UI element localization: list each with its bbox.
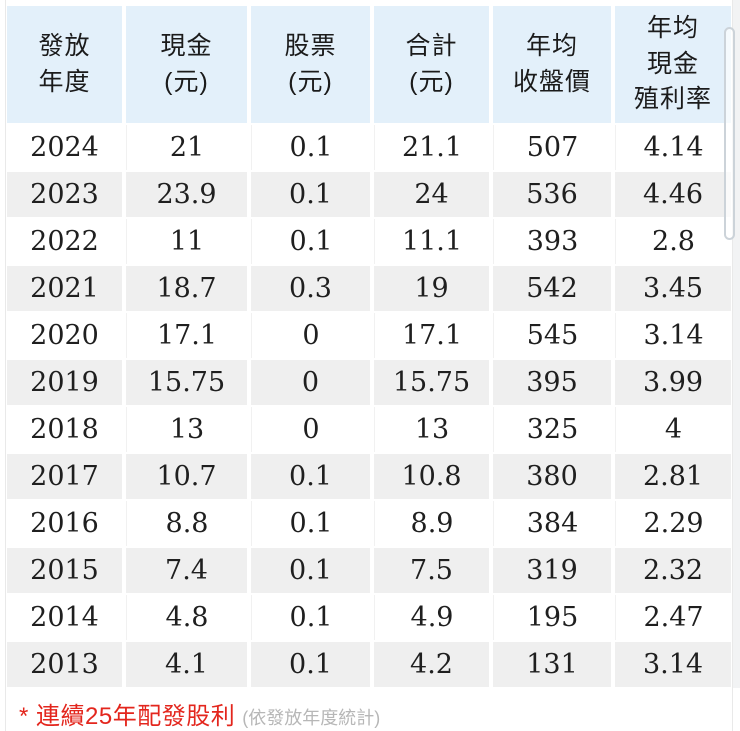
- cell-cash-2017: 10.7: [126, 454, 247, 499]
- cell-avg_close-2019: 395: [493, 360, 611, 405]
- cell-avg_close-2014: 195: [493, 595, 611, 640]
- cell-avg_yield-2018: 4: [615, 407, 731, 452]
- cell-cash-2015: 7.4: [126, 548, 247, 593]
- column-header-avg_yield: 年均 現金 殖利率: [615, 6, 731, 123]
- cell-year-2017: 2017: [7, 454, 122, 499]
- cell-stock-2021: 0.3: [251, 266, 370, 311]
- column-header-line: 殖利率: [633, 85, 712, 114]
- cell-avg_yield-2021: 3.45: [615, 266, 731, 311]
- cell-year-2023: 2023: [7, 172, 122, 217]
- cell-stock-2018: 0: [251, 407, 370, 452]
- column-header-line: 合計: [405, 32, 458, 60]
- cell-total-2024: 21.1: [374, 125, 489, 170]
- cell-avg_close-2015: 319: [493, 548, 611, 593]
- column-header-line: 現金: [646, 49, 699, 78]
- cell-total-2016: 8.9: [374, 501, 489, 546]
- cell-cash-2020: 17.1: [126, 313, 247, 358]
- column-header-cash: 現金 (元): [126, 6, 247, 123]
- cell-total-2018: 13: [374, 407, 489, 452]
- dividend-card: 發放 年度 現金 (元) 股票 (元) 合計 (元) 年均 收盤價 年均 現金 殖利率 2024 21 0.1…: [5, 0, 733, 731]
- cell-total-2022: 11.1: [374, 219, 489, 264]
- footnote: * 連續25年配發股利 (依發放年度統計): [19, 696, 731, 731]
- cell-cash-2022: 11: [126, 219, 247, 264]
- cell-avg_yield-2023: 4.46: [615, 172, 731, 217]
- cell-avg_close-2018: 325: [493, 407, 611, 452]
- cell-total-2021: 19: [374, 266, 489, 311]
- column-header-line: 年均: [646, 14, 699, 43]
- footnote-basis: (依發放年度統計): [242, 708, 381, 728]
- cell-stock-2020: 0: [251, 313, 370, 358]
- cell-stock-2019: 0: [251, 360, 370, 405]
- cell-year-2020: 2020: [7, 313, 122, 358]
- column-header-line: 年均: [525, 32, 578, 60]
- cell-year-2024: 2024: [7, 125, 122, 170]
- cell-stock-2013: 0.1: [251, 642, 370, 687]
- cell-total-2015: 7.5: [374, 548, 489, 593]
- cell-cash-2019: 15.75: [126, 360, 247, 405]
- cell-year-2019: 2019: [7, 360, 122, 405]
- cell-cash-2023: 23.9: [126, 172, 247, 217]
- cell-stock-2017: 0.1: [251, 454, 370, 499]
- cell-stock-2023: 0.1: [251, 172, 370, 217]
- cell-avg_close-2023: 536: [493, 172, 611, 217]
- cell-stock-2022: 0.1: [251, 219, 370, 264]
- column-header-line: 收盤價: [512, 67, 591, 96]
- column-header-line: (元): [288, 67, 333, 96]
- scrollbar-thumb[interactable]: [724, 27, 735, 240]
- cell-year-2016: 2016: [7, 501, 122, 546]
- column-header-line: (元): [164, 67, 209, 96]
- cell-stock-2024: 0.1: [251, 125, 370, 170]
- cell-total-2023: 24: [374, 172, 489, 217]
- cell-total-2020: 17.1: [374, 313, 489, 358]
- cell-cash-2021: 18.7: [126, 266, 247, 311]
- cell-avg_yield-2019: 3.99: [615, 360, 731, 405]
- column-header-year: 發放 年度: [7, 6, 122, 123]
- cell-cash-2013: 4.1: [126, 642, 247, 687]
- column-header-line: 發放: [38, 32, 91, 60]
- cell-avg_yield-2016: 2.29: [615, 501, 731, 546]
- cell-avg_yield-2014: 2.47: [615, 595, 731, 640]
- cell-cash-2018: 13: [126, 407, 247, 452]
- column-header-avg_close: 年均 收盤價: [493, 6, 611, 123]
- cell-stock-2014: 0.1: [251, 595, 370, 640]
- dividend-table: 發放 年度 現金 (元) 股票 (元) 合計 (元) 年均 收盤價 年均 現金 殖利率 2024 21 0.1…: [7, 6, 731, 687]
- cell-total-2013: 4.2: [374, 642, 489, 687]
- column-header-line: (元): [409, 67, 454, 96]
- cell-cash-2016: 8.8: [126, 501, 247, 546]
- scrollbar-track[interactable]: [733, 0, 740, 688]
- cell-avg_yield-2024: 4.14: [615, 125, 731, 170]
- footnote-consecutive-years: * 連續25年配發股利: [19, 703, 236, 730]
- cell-total-2017: 10.8: [374, 454, 489, 499]
- cell-avg_yield-2017: 2.81: [615, 454, 731, 499]
- column-header-line: 股票: [284, 32, 337, 60]
- cell-year-2013: 2013: [7, 642, 122, 687]
- cell-year-2022: 2022: [7, 219, 122, 264]
- cell-avg_close-2024: 507: [493, 125, 611, 170]
- cell-stock-2015: 0.1: [251, 548, 370, 593]
- cell-year-2018: 2018: [7, 407, 122, 452]
- cell-avg_close-2022: 393: [493, 219, 611, 264]
- cell-year-2014: 2014: [7, 595, 122, 640]
- cell-total-2014: 4.9: [374, 595, 489, 640]
- column-header-line: 現金: [160, 32, 213, 60]
- column-header-line: 年度: [38, 67, 91, 96]
- cell-total-2019: 15.75: [374, 360, 489, 405]
- cell-avg_yield-2020: 3.14: [615, 313, 731, 358]
- cell-avg_close-2017: 380: [493, 454, 611, 499]
- cell-cash-2014: 4.8: [126, 595, 247, 640]
- cell-avg_close-2016: 384: [493, 501, 611, 546]
- cell-cash-2024: 21: [126, 125, 247, 170]
- column-header-stock: 股票 (元): [251, 6, 370, 123]
- cell-avg_close-2021: 542: [493, 266, 611, 311]
- cell-avg_yield-2013: 3.14: [615, 642, 731, 687]
- column-header-total: 合計 (元): [374, 6, 489, 123]
- cell-avg_close-2020: 545: [493, 313, 611, 358]
- cell-year-2015: 2015: [7, 548, 122, 593]
- cell-avg_yield-2015: 2.32: [615, 548, 731, 593]
- cell-year-2021: 2021: [7, 266, 122, 311]
- cell-avg_close-2013: 131: [493, 642, 611, 687]
- cell-avg_yield-2022: 2.8: [615, 219, 731, 264]
- cell-stock-2016: 0.1: [251, 501, 370, 546]
